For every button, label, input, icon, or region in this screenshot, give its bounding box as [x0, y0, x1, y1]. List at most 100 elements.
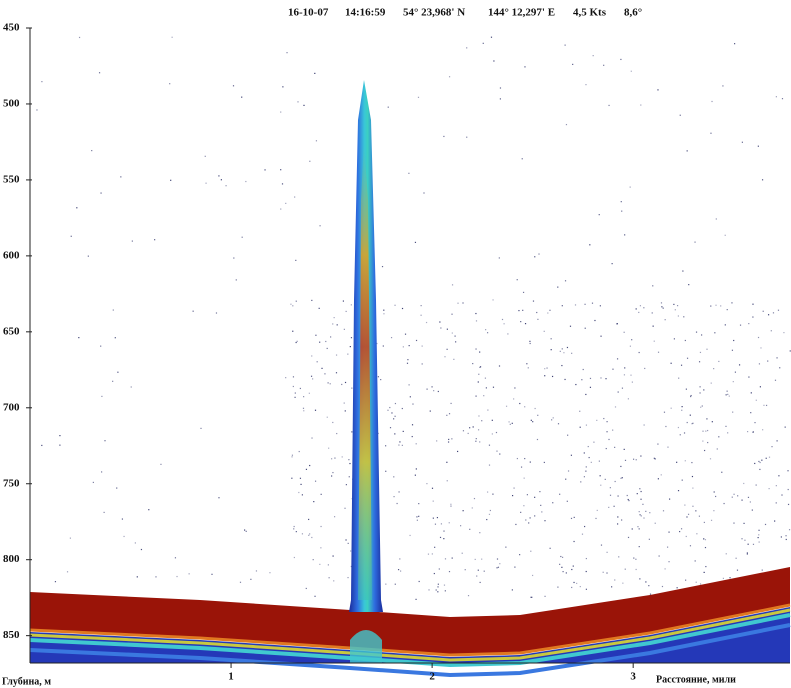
y-tick-label: 600 [3, 249, 20, 261]
noise-dot [311, 355, 313, 357]
noise-dot [475, 320, 478, 322]
noise-dot [479, 532, 481, 534]
noise-dot [385, 445, 387, 447]
noise-dot [472, 426, 474, 428]
noise-dot [684, 339, 686, 342]
noise-dot [432, 517, 434, 519]
noise-dot [204, 155, 206, 157]
noise-dot [532, 300, 535, 302]
noise-dot [652, 285, 654, 287]
noise-dot [758, 363, 761, 365]
noise-dot [715, 495, 717, 498]
noise-dot [302, 407, 305, 409]
y-tick-label: 800 [3, 553, 20, 565]
noise-dot [722, 85, 724, 87]
noise-dot [469, 427, 471, 429]
noise-dot [664, 319, 666, 321]
noise-dot [758, 534, 760, 536]
noise-dot [570, 454, 573, 456]
noise-dot [752, 316, 754, 318]
noise-dot [686, 516, 688, 518]
noise-dot [436, 440, 438, 442]
noise-dot [100, 192, 102, 194]
noise-dot [752, 431, 754, 433]
noise-dot [292, 305, 294, 307]
noise-dot [522, 309, 524, 311]
noise-dot [605, 378, 607, 380]
noise-dot [176, 575, 178, 578]
noise-dot [680, 528, 683, 530]
noise-dot [639, 578, 641, 580]
noise-dot [583, 476, 585, 478]
noise-dot [683, 316, 685, 318]
noise-dot [103, 511, 105, 514]
noise-dot [784, 426, 786, 428]
noise-dot [416, 516, 418, 518]
noise-dot [660, 302, 663, 304]
noise-dot [514, 387, 516, 389]
noise-dot [315, 334, 317, 336]
noise-dot [394, 304, 396, 306]
noise-dot [351, 387, 353, 389]
noise-dot [785, 535, 787, 537]
noise-dot [549, 309, 551, 311]
header-field: 144° 12,297' E [488, 7, 555, 19]
noise-dot [592, 55, 594, 57]
noise-dot [326, 347, 328, 350]
noise-dot [699, 386, 701, 388]
noise-dot [704, 546, 707, 549]
noise-dot [667, 446, 669, 448]
noise-dot [713, 491, 715, 493]
noise-dot [417, 96, 420, 98]
noise-dot [385, 470, 387, 472]
noise-dot [434, 523, 437, 525]
noise-dot [331, 458, 333, 460]
noise-dot [486, 332, 489, 334]
noise-dot [492, 493, 494, 495]
noise-dot [618, 556, 620, 558]
noise-dot [409, 396, 411, 398]
noise-dot [472, 362, 474, 365]
noise-dot [492, 386, 495, 388]
noise-dot [524, 66, 526, 68]
noise-dot [600, 335, 602, 337]
noise-dot [477, 429, 480, 431]
noise-dot [657, 351, 660, 353]
noise-dot [308, 534, 310, 536]
noise-dot [347, 576, 349, 579]
noise-dot [148, 509, 150, 511]
noise-dot [620, 465, 622, 468]
noise-dot [710, 519, 713, 521]
noise-dot [431, 487, 434, 489]
noise-dot [581, 379, 583, 381]
noise-dot [501, 318, 504, 321]
noise-dot [401, 307, 404, 310]
noise-dot [508, 421, 510, 423]
noise-dot [668, 531, 670, 533]
noise-dot [305, 468, 308, 470]
x-axis-label: Расстояние, мили [656, 674, 736, 685]
noise-dot [333, 580, 335, 582]
noise-dot [701, 405, 703, 407]
noise-dot [565, 572, 567, 574]
noise-dot [530, 596, 532, 598]
noise-dot [759, 386, 761, 388]
noise-dot [280, 208, 282, 210]
noise-dot [689, 545, 692, 547]
noise-dot [585, 393, 587, 396]
noise-dot [664, 568, 666, 570]
noise-dot [561, 348, 563, 350]
noise-dot [731, 349, 734, 351]
noise-dot [609, 494, 612, 496]
noise-dot [663, 411, 666, 413]
noise-dot [748, 376, 750, 378]
noise-dot [565, 123, 568, 126]
noise-dot [524, 323, 527, 325]
noise-dot [350, 337, 353, 339]
noise-dot [761, 459, 763, 461]
noise-dot [679, 434, 681, 436]
noise-dot [320, 547, 322, 549]
noise-dot [736, 569, 739, 571]
noise-dot [754, 462, 756, 465]
